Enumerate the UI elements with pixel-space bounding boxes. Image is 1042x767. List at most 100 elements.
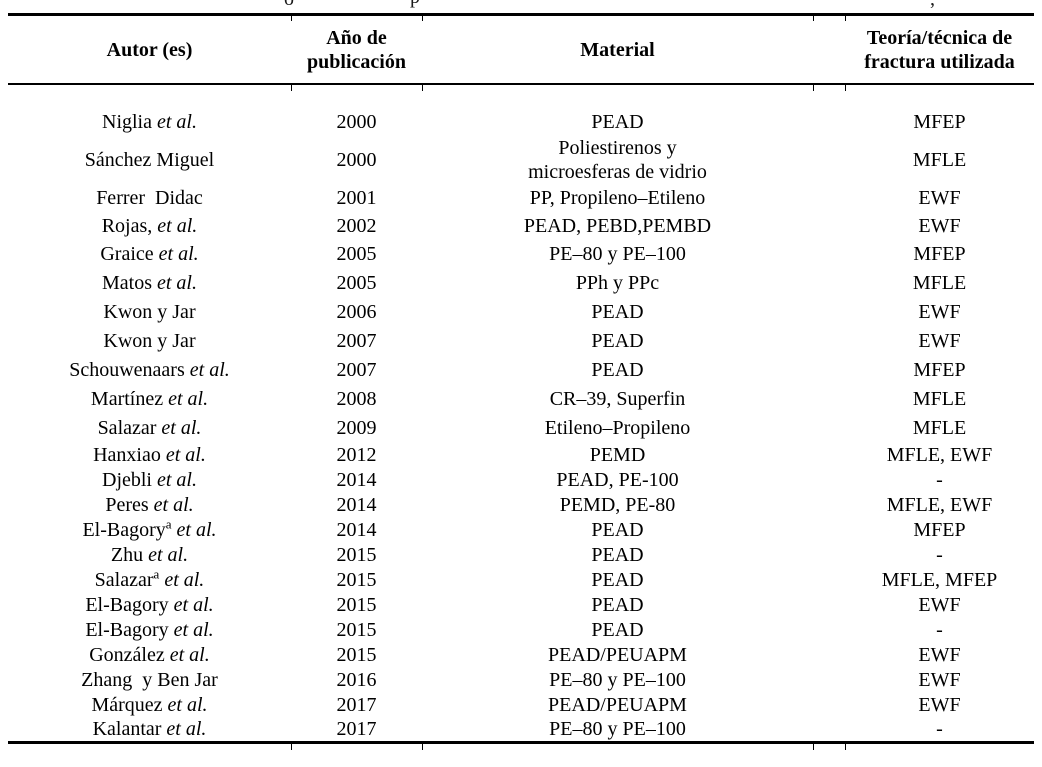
year-cell: 2016 — [336, 668, 377, 691]
author-cell: Zhu et al. — [8, 542, 291, 567]
theory-cell: MFLE — [912, 387, 967, 410]
material-line1: PEAD — [591, 618, 644, 641]
author-name: Sánchez Miguel — [84, 149, 215, 171]
spacer-cell — [813, 617, 845, 642]
year-cell: 2006 — [336, 300, 377, 323]
author-etal: et al. — [153, 493, 194, 516]
spacer-cell — [813, 592, 845, 617]
author-name: Peres — [105, 493, 149, 516]
theory-cell: - — [936, 718, 943, 740]
column-header-spacer — [813, 14, 845, 85]
author-cell: González et al. — [8, 642, 291, 667]
theory-cell: - — [936, 543, 943, 566]
author-name: El-Bagory — [82, 518, 166, 541]
author-cell: El-Bagorya et al. — [8, 517, 291, 542]
material-line1: PEMD, PE-80 — [559, 493, 676, 516]
table-row: Sánchez Miguel 2000 Poliestirenos y micro… — [8, 136, 1034, 184]
cell-border-tick — [291, 13, 292, 21]
author-name: Schouwenaars — [69, 358, 185, 381]
year-cell: 2015 — [336, 618, 377, 641]
spacer-cell — [813, 442, 845, 467]
material-cell: PEMD — [422, 442, 813, 467]
author-etal: et al. — [173, 618, 214, 641]
author-etal: et al. — [161, 416, 202, 439]
author-cell: Peres et al. — [8, 492, 291, 517]
material-line1: PEMD — [589, 443, 646, 466]
author-etal: et al. — [189, 358, 230, 381]
year-cell: 2000 — [336, 149, 377, 171]
theory-cell: - — [936, 618, 943, 641]
cell-border-tick — [422, 83, 423, 91]
author-cell: Sánchez Miguel — [8, 136, 291, 184]
material-line1: PEAD, PEBD,PEMBD — [523, 215, 712, 237]
author-cell: Niglia et al. — [8, 108, 291, 136]
material-cell: PEAD — [422, 517, 813, 542]
table-header: Autor (es) Año de publicación Material T… — [8, 14, 1034, 85]
material-line1: PE–80 y PE–100 — [549, 718, 686, 740]
cell-border-tick — [845, 13, 846, 21]
material-cell: PEAD — [422, 592, 813, 617]
material-line1: PEAD — [591, 518, 644, 541]
spacer-cell — [813, 108, 845, 136]
year-cell: 2008 — [336, 387, 377, 410]
spacer-cell — [813, 297, 845, 326]
year-cell: 2015 — [336, 568, 377, 591]
material-line1: PEAD — [591, 111, 644, 133]
year-cell: 2007 — [336, 358, 377, 381]
year-cell: 2009 — [336, 416, 377, 439]
spacer-cell — [813, 517, 845, 542]
author-cell: Ferrer Didac — [8, 184, 291, 212]
table-row: Djebli et al. 2014 PEAD, PE-100 - — [8, 467, 1034, 492]
material-line1: Poliestirenos y — [558, 137, 677, 159]
author-name: Djebli — [102, 468, 152, 491]
material-line1: PEAD — [591, 329, 644, 352]
caption-cutoff-strip: o p , — [0, 0, 1042, 8]
material-line1: PP, Propileno–Etileno — [529, 187, 706, 209]
table-row: Graice et al. 2005 PE–80 y PE–100 MFEP — [8, 240, 1034, 268]
spacer-cell — [813, 355, 845, 384]
spacer-cell — [813, 667, 845, 692]
table-row: Ferrer Didac 2001 PP, Propileno–Etileno … — [8, 184, 1034, 212]
theory-cell: EWF — [918, 300, 961, 323]
theory-cell: EWF — [918, 643, 961, 666]
author-name: Martínez — [90, 387, 164, 410]
material-cell: PEAD — [422, 297, 813, 326]
material-cell: PE–80 y PE–100 — [422, 667, 813, 692]
material-cell: PE–80 y PE–100 — [422, 717, 813, 743]
author-etal: et al. — [148, 543, 189, 566]
author-cell: Djebli et al. — [8, 467, 291, 492]
theory-cell: MFEP — [913, 518, 966, 541]
spacer-cell — [813, 692, 845, 717]
year-cell: 2014 — [336, 468, 377, 491]
author-name: Zhang y Ben Jar — [81, 668, 218, 691]
material-cell: PP, Propileno–Etileno — [422, 184, 813, 212]
material-cell: PEAD — [422, 617, 813, 642]
author-name: Matos — [102, 271, 152, 294]
theory-cell: MFLE — [912, 149, 967, 171]
year-cell: 2001 — [336, 187, 377, 209]
author-etal: et al. — [157, 111, 197, 133]
table-row: Salazara et al. 2015 PEAD MFLE, MFEP — [8, 567, 1034, 592]
material-line1: PEAD — [591, 300, 644, 323]
author-name: Graice — [100, 243, 154, 265]
year-cell: 2015 — [336, 543, 377, 566]
material-cell: PEAD — [422, 542, 813, 567]
table-row: Kwon y Jar 2006 PEAD EWF — [8, 297, 1034, 326]
author-cell: Salazar et al. — [8, 413, 291, 442]
year-cell: 2017 — [336, 718, 377, 740]
table-row: El-Bagory et al. 2015 PEAD EWF — [8, 592, 1034, 617]
author-name: Rojas, — [101, 215, 153, 237]
spacer-cell — [813, 384, 845, 413]
material-line1: PE–80 y PE–100 — [549, 668, 686, 691]
author-cell: Hanxiao et al. — [8, 442, 291, 467]
spacer-cell — [813, 413, 845, 442]
author-cell: Graice et al. — [8, 240, 291, 268]
author-etal: et al. — [165, 443, 206, 466]
cell-border-tick — [813, 741, 814, 750]
caption-fragment: p — [410, 0, 420, 8]
table-row: Rojas, et al. 2002 PEAD, PEBD,PEMBD EWF — [8, 212, 1034, 240]
theory-cell: MFEP — [913, 111, 966, 133]
cell-border-tick — [813, 13, 814, 21]
table-row: Martínez et al. 2008 CR–39, Superfin MFL… — [8, 384, 1034, 413]
